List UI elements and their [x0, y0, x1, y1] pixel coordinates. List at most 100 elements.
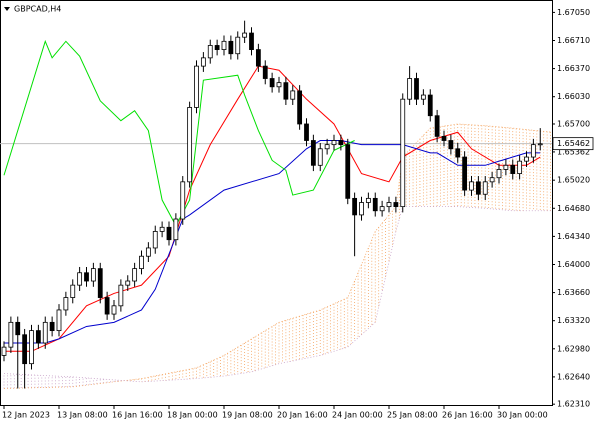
candle-body [475, 181, 481, 195]
candle-body [97, 268, 103, 298]
candle-body [455, 148, 461, 158]
candle-body [297, 90, 303, 125]
candle-body [400, 98, 406, 208]
candle-body [537, 143, 543, 146]
x-tick-label: 16 Jan 16:00 [112, 411, 163, 420]
x-tick-label: 19 Jan 08:00 [222, 411, 273, 420]
candle-body [510, 164, 516, 174]
candle-body [407, 78, 413, 100]
candle-body [317, 148, 323, 166]
candle-body [372, 197, 378, 212]
candle-body [8, 321, 14, 348]
candle-body [365, 197, 371, 203]
candle-body [310, 140, 316, 166]
candle-body [139, 255, 144, 270]
candle-body [42, 321, 48, 344]
x-tick-label: 30 Jan 00:00 [497, 411, 548, 420]
x-tick-label: 24 Jan 00:00 [332, 411, 383, 420]
candle-body [427, 94, 433, 117]
candle-body [70, 284, 76, 298]
candle-body [448, 140, 454, 150]
candle-body [482, 181, 488, 195]
y-tick-label: 1.62640 [557, 372, 590, 381]
x-tick-label: 26 Jan 16:00 [442, 411, 493, 420]
x-tick-label: 25 Jan 08:00 [387, 411, 438, 420]
y-tick-label: 1.65362 [557, 147, 590, 156]
y-tick-label: 1.63660 [557, 288, 590, 297]
y-tick-label: 1.63320 [557, 316, 590, 325]
candle-body [221, 40, 227, 50]
candle-body [235, 36, 241, 55]
candle-body [359, 202, 364, 216]
candle-body [434, 115, 440, 137]
candle-body [63, 297, 69, 311]
y-tick-label: 1.64680 [557, 204, 590, 213]
plot-layer [0, 20, 553, 389]
y-tick-label: 1.62980 [557, 344, 590, 353]
candle-body [152, 231, 158, 249]
candle-body [441, 135, 447, 141]
candle-body [29, 330, 34, 365]
cloud-edge [3, 206, 552, 383]
candle-body [331, 140, 337, 146]
candle-body [276, 82, 282, 88]
y-tick-label: 1.64000 [557, 260, 590, 269]
candle-body [269, 78, 275, 88]
candle-body [338, 140, 344, 146]
candle-body [379, 206, 385, 212]
candle-body [173, 218, 179, 241]
candle-body [345, 144, 351, 199]
candle-body [111, 305, 117, 315]
y-tick-label: 1.65700 [557, 119, 590, 128]
y-tick-label: 1.67050 [557, 8, 590, 17]
candle-body [180, 181, 186, 220]
candle-body [159, 226, 165, 232]
candle-body [255, 49, 261, 67]
candle-body [200, 57, 206, 67]
candle-body [35, 330, 41, 344]
candle-body [166, 226, 172, 241]
candle-body [524, 156, 529, 162]
candle-body [125, 280, 131, 286]
candle-body [393, 202, 399, 208]
candle-body [187, 107, 193, 183]
candle-body [496, 169, 502, 179]
candle-body [145, 247, 151, 257]
candle-body [90, 268, 96, 282]
chart-title: GBPCAD,H4 [14, 5, 61, 14]
candle-body [420, 94, 426, 100]
last-price-box [552, 137, 594, 151]
candle-body [324, 144, 330, 150]
candle-body [489, 177, 495, 183]
candle-body [262, 65, 268, 79]
y-tick-label: 1.64340 [557, 232, 590, 241]
plot-frame [0, 0, 553, 406]
y-tick-label: 1.65020 [557, 176, 590, 185]
candle-body [77, 272, 83, 286]
candle-body [132, 268, 138, 282]
candle-body [304, 123, 309, 141]
candle-body [242, 32, 248, 38]
last-price-label: 1.65462 [557, 139, 590, 148]
candle-body [290, 90, 296, 100]
candle-body [530, 144, 536, 158]
candle-body [352, 197, 358, 216]
y-tick-label: 1.66030 [557, 92, 590, 101]
candle-body [15, 321, 21, 336]
candle-body [207, 45, 213, 59]
candle-body [104, 297, 110, 315]
candle-body [56, 309, 62, 332]
candle-body [214, 45, 220, 50]
candle-body [386, 202, 392, 208]
menu-triangle [4, 7, 10, 11]
candle-body [469, 181, 474, 191]
x-tick-label: 13 Jan 08:00 [57, 411, 108, 420]
candle-body [84, 272, 89, 282]
candle-body [503, 164, 509, 170]
y-tick-label: 1.66370 [557, 64, 590, 73]
candle-body [517, 160, 523, 174]
y-tick-label: 1.62310 [557, 400, 590, 409]
candle-body [22, 334, 28, 365]
